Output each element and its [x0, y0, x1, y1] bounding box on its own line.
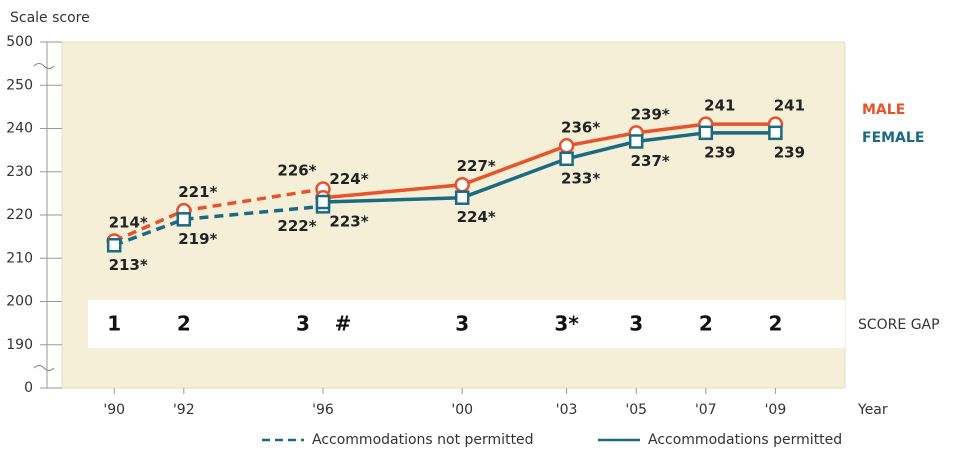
point: [768, 125, 783, 141]
legend-label: Accommodations permitted: [648, 432, 842, 448]
point: [698, 125, 714, 141]
score-gap-label: SCORE GAP: [858, 317, 940, 333]
value-label: 239: [704, 143, 735, 161]
x-tick-label: '07: [695, 402, 717, 418]
series-line: [322, 122, 776, 200]
x-tick-label: '03: [556, 402, 578, 418]
x-tick-label: '96: [312, 402, 334, 418]
value-label: 224*: [329, 170, 368, 188]
value-label: 237*: [631, 152, 670, 170]
axis-break: [33, 365, 55, 371]
value-label: 241: [774, 97, 805, 115]
y-tick-label: 190: [6, 337, 33, 353]
y-tick-label: 0: [24, 380, 33, 396]
value-label: 236*: [561, 118, 600, 136]
point: [315, 194, 331, 210]
score-gap: 1: [107, 312, 121, 336]
score-gap: #: [335, 312, 352, 336]
x-tick-label: '00: [451, 402, 473, 418]
y-tick-label: 240: [6, 121, 33, 137]
legend-label: Accommodations not permitted: [312, 432, 534, 448]
legend-label: MALE: [862, 102, 905, 118]
y-tick-label: 220: [6, 207, 33, 223]
value-label: 223*: [329, 213, 368, 231]
score-gap: 2: [177, 312, 191, 336]
value-label: 233*: [561, 169, 600, 187]
x-tick-label: '92: [173, 402, 195, 418]
gap-band: [88, 300, 845, 348]
point: [559, 151, 574, 167]
score-gap: 2: [768, 312, 782, 336]
y-tick-label: 250: [6, 77, 33, 93]
value-label: 224*: [457, 208, 496, 226]
x-tick-label: '05: [625, 402, 647, 418]
value-label: 226*: [277, 162, 316, 180]
point: [454, 190, 470, 205]
score-gap: 3: [455, 312, 469, 336]
value-label: 219*: [178, 230, 217, 248]
value-label: 222*: [277, 217, 316, 235]
point: [176, 212, 192, 227]
y-tick-label: 500: [6, 34, 33, 50]
point: [628, 134, 644, 149]
score-gap: 3: [629, 312, 643, 336]
score-gap: 3: [296, 312, 310, 336]
y-tick-label: 210: [6, 250, 33, 266]
x-axis-label: Year: [857, 402, 888, 418]
x-tick-label: '09: [765, 402, 787, 418]
legend-label: FEMALE: [862, 130, 924, 146]
series-line: [113, 204, 324, 247]
value-label: 241: [704, 97, 735, 115]
value-label: 213*: [109, 256, 148, 274]
point: [558, 138, 575, 154]
x-tick-label: '90: [103, 402, 125, 418]
point: [106, 238, 122, 253]
value-label: 239: [774, 143, 805, 161]
score-gap: 2: [699, 312, 713, 336]
y-tick-label: 200: [6, 294, 33, 310]
value-label: 214*: [109, 213, 148, 231]
axis-break: [33, 63, 55, 69]
y-tick-label: 230: [6, 164, 33, 180]
series-line: [322, 131, 776, 204]
value-label: 239*: [631, 105, 670, 123]
y-axis-label: Scale score: [10, 10, 90, 26]
value-label: 227*: [457, 157, 496, 175]
point: [454, 176, 470, 193]
score-gap: 3*: [554, 312, 579, 336]
value-label: 221*: [178, 183, 217, 201]
